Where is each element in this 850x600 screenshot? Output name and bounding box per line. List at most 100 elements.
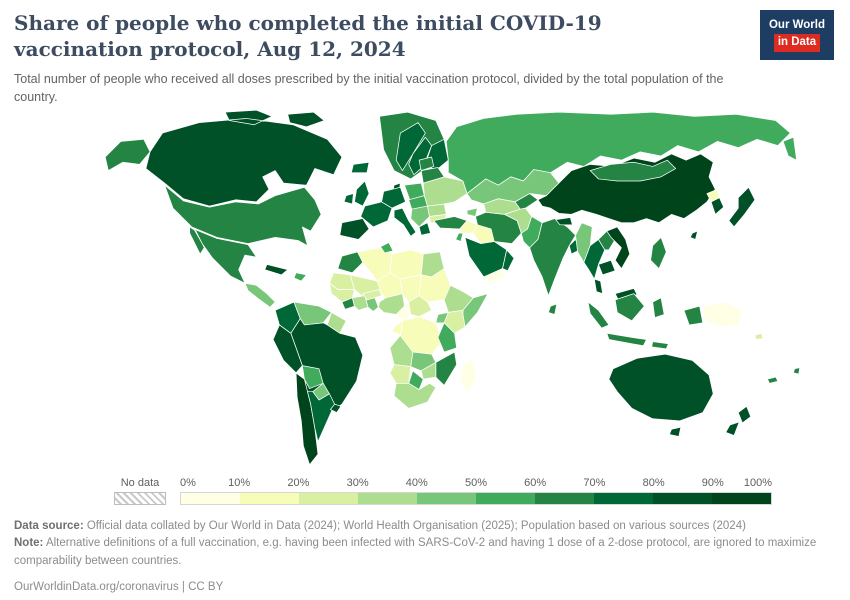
legend-bin-swatch[interactable]	[181, 493, 240, 505]
region-greece[interactable]: Greece: 73%	[418, 222, 431, 236]
region-iceland[interactable]: Iceland: 78%	[350, 161, 370, 174]
owid-logo-line2: in Data	[773, 34, 821, 52]
data-source-line: Data source: Official data collated by O…	[14, 518, 834, 535]
owid-logo[interactable]: Our World in Data	[759, 10, 834, 60]
region-new-caledonia[interactable]: New Caledonia: 65%	[767, 376, 779, 384]
region-kyrgyzstan-tajikistan[interactable]: Kyrgyzstan / Tajikistan: 62%	[514, 193, 539, 210]
legend-tick-label: 100%	[743, 477, 772, 490]
region-jordan-israel[interactable]: Israel / Jordan: 52%	[455, 232, 464, 242]
legend-bin-swatch[interactable]	[417, 493, 476, 505]
legend-tick-label: 20%	[287, 477, 310, 490]
region-baltics[interactable]: Baltic states: 63%	[418, 156, 435, 171]
region-fiji[interactable]: Fiji: 69%	[793, 367, 801, 375]
legend-tick-label: 60%	[524, 477, 547, 490]
region-argentina[interactable]: Argentina: 78%	[307, 391, 336, 443]
legend-no-data: No data	[114, 477, 166, 506]
region-mozambique[interactable]: Mozambique: 66%	[435, 351, 458, 386]
region-uruguay[interactable]: Uruguay: 80%	[330, 403, 342, 413]
region-caucasus[interactable]: Caucasus: 42%	[466, 207, 478, 217]
legend-tick-label: 30%	[346, 477, 369, 490]
region-libya[interactable]: Libya: 17%	[389, 249, 424, 280]
header-text: Share of people who completed the initia…	[14, 10, 760, 106]
region-congo-gabon[interactable]: Congo / Gabon: 13%	[391, 320, 403, 336]
legend-bin-swatch[interactable]	[299, 493, 358, 505]
region-chile[interactable]: Chile: 92%	[295, 372, 319, 466]
map-legend: No data 0% 10% 20% 30% 40% 50% 60% 70% 80% 90% 100…	[114, 477, 834, 506]
region-mongolia[interactable]: Mongolia: 66%	[589, 159, 677, 182]
legend-tick-label: 50%	[464, 477, 488, 490]
legend-tick-label: 40%	[405, 477, 428, 490]
world-choropleth-map: United States: 68% Canada: 84% Greenland…	[100, 109, 834, 475]
citation-separator: |	[178, 580, 189, 593]
region-usa[interactable]: United States: 68%	[104, 138, 322, 247]
legend-bin-swatch[interactable]	[476, 493, 535, 505]
region-south-africa[interactable]: South Africa: 33%	[393, 383, 437, 409]
region-malaysia[interactable]: Malaysia: 82%	[593, 278, 638, 301]
region-france[interactable]: France: 78%	[360, 201, 393, 228]
legend-bin-swatch[interactable]	[240, 493, 299, 505]
region-madagascar[interactable]: Madagascar: 9%	[460, 357, 477, 395]
region-balkans[interactable]: Western Balkans: 45%	[410, 205, 430, 228]
region-papua-new-guinea[interactable]: Papua New Guinea: 3%	[702, 301, 743, 328]
region-japan[interactable]: Japan: 83%	[728, 186, 756, 228]
region-ukraine[interactable]: Ukraine: 34%	[422, 176, 468, 207]
region-italy[interactable]: Italy: 79%	[393, 207, 417, 237]
region-solomon-islands[interactable]: Solomon Islands: 28%	[754, 332, 764, 340]
continent-south-america: Colombia: 72% Venezuela: 48% Guyana / Su…	[272, 301, 364, 466]
citation-link[interactable]: OurWorldinData.org/coronavirus	[14, 580, 179, 593]
region-yemen[interactable]: Yemen: 4%	[483, 268, 507, 284]
legend-bin-swatch[interactable]	[594, 493, 653, 505]
region-spain[interactable]: Spain / Portugal: 86%	[339, 218, 370, 240]
owid-logo-line1: Our World	[768, 19, 825, 31]
region-zimbabwe[interactable]: Zimbabwe: 35%	[420, 362, 437, 380]
legend-bin-swatch[interactable]	[535, 493, 594, 505]
note-text: Alternative definitions of a full vaccin…	[14, 537, 817, 567]
region-indonesia[interactable]: Indonesia: 63%	[587, 293, 704, 350]
page-subtitle: Total number of people who received all …	[14, 71, 724, 104]
region-mexico[interactable]: Mexico: 64%	[189, 226, 257, 284]
region-oman[interactable]: Oman: 70%	[502, 249, 515, 272]
region-tanzania[interactable]: Tanzania: 51%	[437, 322, 458, 353]
continent-europe: Iceland: 78% United Kingdom: 75% Ireland…	[339, 122, 468, 240]
region-new-zealand[interactable]: New Zealand: 80%	[725, 405, 752, 436]
legend-bin-swatch[interactable]	[653, 493, 712, 505]
note-line: Note: Alternative definitions of a full …	[14, 535, 834, 570]
footer: Data source: Official data collated by O…	[14, 518, 834, 596]
region-uk[interactable]: United Kingdom: 75%	[354, 180, 370, 207]
region-hispaniola[interactable]: Dominican Republic / Haiti: 55%	[293, 272, 307, 282]
region-tunisia[interactable]: Tunisia: 52%	[380, 242, 394, 254]
region-morocco[interactable]: Morocco: 63%	[337, 251, 364, 274]
continent-oceania: Papua New Guinea: 3% Solomon Islands: 28…	[608, 301, 801, 437]
region-cambodia[interactable]: Cambodia: 85%	[598, 259, 616, 276]
page-title: Share of people who completed the initia…	[14, 11, 602, 62]
region-burkina-faso[interactable]: Burkina Faso: 28%	[362, 289, 382, 301]
legend-color-bar	[180, 492, 772, 506]
legend-no-data-label: No data	[120, 477, 160, 490]
region-nepal[interactable]: Nepal: 80%	[555, 217, 573, 226]
continent-asia: Russia: 55% Turkey: 62% Caucasus: 42% Sy…	[433, 111, 797, 350]
region-australia[interactable]: Australia: 84%	[608, 353, 714, 437]
continent-africa: Morocco: 63% Mauritania / Western Sahara…	[329, 242, 489, 409]
region-philippines[interactable]: Philippines: 62%	[650, 237, 667, 270]
license-link[interactable]: CC BY	[188, 580, 224, 593]
legend-no-data-swatch[interactable]	[114, 492, 166, 506]
region-central-america[interactable]: Central America: 46%	[244, 282, 276, 308]
region-germany[interactable]: Germany / Central Europe: 76%	[381, 186, 406, 209]
region-cuba[interactable]: Cuba: 88%	[264, 264, 289, 276]
region-south-korea[interactable]: South Korea: 86%	[710, 197, 724, 215]
legend-bin-swatch[interactable]	[712, 493, 771, 505]
region-namibia[interactable]: Namibia: 26%	[389, 364, 412, 384]
region-bolivia[interactable]: Bolivia: 52%	[301, 365, 324, 389]
map-svg: United States: 68% Canada: 84% Greenland…	[104, 109, 801, 466]
region-sri-lanka[interactable]: Sri Lanka: 68%	[548, 303, 558, 315]
legend-tick-label: 70%	[583, 477, 606, 490]
data-source-label: Data source:	[14, 520, 84, 533]
region-ireland[interactable]: Ireland: 77%	[343, 193, 354, 205]
region-canada[interactable]: Canada: 84%	[145, 109, 343, 207]
region-peru[interactable]: Peru: 84%	[272, 324, 303, 374]
legend-bin-swatch[interactable]	[358, 493, 417, 505]
region-belarus[interactable]: Belarus: 67%	[420, 167, 445, 184]
region-taiwan[interactable]: Taiwan: 82%	[689, 230, 698, 240]
region-vietnam[interactable]: Vietnam: 90%	[606, 226, 631, 270]
